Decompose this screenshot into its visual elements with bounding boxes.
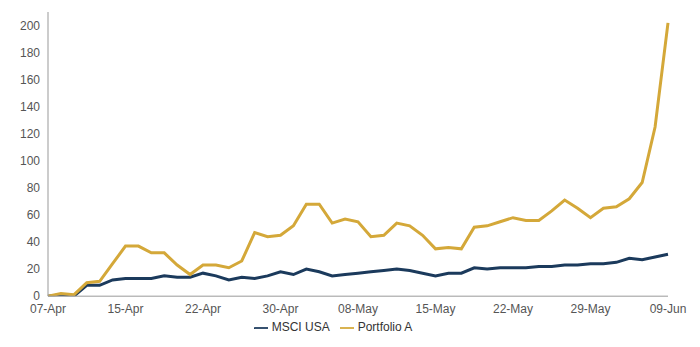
svg-text:07-Apr: 07-Apr [30,302,66,316]
svg-text:120: 120 [20,127,40,141]
svg-text:15-May: 15-May [415,302,455,316]
svg-text:40: 40 [27,235,41,249]
svg-text:60: 60 [27,208,41,222]
svg-text:22-May: 22-May [493,302,533,316]
svg-text:100: 100 [20,154,40,168]
svg-text:08-May: 08-May [338,302,378,316]
svg-text:22-Apr: 22-Apr [185,302,221,316]
svg-text:20: 20 [27,262,41,276]
html-text:Portfolio A: Portfolio A [357,320,413,335]
svg-text:160: 160 [20,73,40,87]
svg-text:29-May: 29-May [570,302,610,316]
svg-text:0: 0 [33,289,40,303]
svg-text:140: 140 [20,100,40,114]
svg-text:200: 200 [20,19,40,33]
html-text:MSCI USA: MSCI USA [271,320,330,335]
svg-text:30-Apr: 30-Apr [262,302,298,316]
svg-text:15-Apr: 15-Apr [107,302,143,316]
svg-text:09-Jun: 09-Jun [650,302,687,316]
svg-text:80: 80 [27,181,41,195]
svg-text:180: 180 [20,46,40,60]
